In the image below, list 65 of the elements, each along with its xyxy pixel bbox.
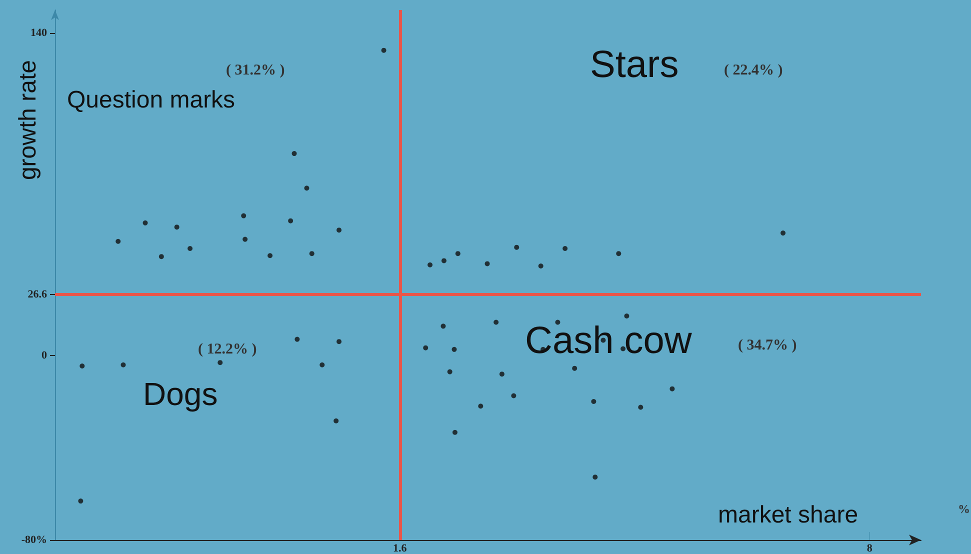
x-tick-label: 8 <box>866 542 873 554</box>
point <box>288 218 294 224</box>
point <box>511 393 516 398</box>
point <box>499 372 504 377</box>
point <box>670 386 675 392</box>
point <box>334 418 339 424</box>
point <box>241 213 246 218</box>
y-tick-label: -80% <box>21 534 47 546</box>
annotation: Cash cow <box>525 320 692 362</box>
point <box>452 430 458 435</box>
point <box>452 346 457 352</box>
point <box>336 339 342 344</box>
annotation: ( 31.2% ) <box>226 62 285 78</box>
point <box>484 261 490 266</box>
point <box>592 474 598 480</box>
point <box>423 345 428 350</box>
annotation: Dogs <box>143 376 218 412</box>
point <box>320 362 325 368</box>
y-tick-label: 140 <box>30 27 48 40</box>
point <box>562 246 568 251</box>
annotation: Stars <box>590 44 679 86</box>
point <box>336 228 342 233</box>
point <box>309 251 314 256</box>
point <box>242 236 248 242</box>
point <box>441 258 446 264</box>
point <box>218 360 223 366</box>
point <box>620 346 626 352</box>
point <box>455 251 460 256</box>
annotation: ( 12.2% ) <box>198 342 257 358</box>
y-tick-label: 26.6 <box>28 288 48 300</box>
point <box>304 186 310 191</box>
point <box>381 48 386 53</box>
point <box>78 498 84 504</box>
point <box>555 320 560 325</box>
point <box>780 230 786 236</box>
point <box>440 324 446 329</box>
point <box>494 320 499 325</box>
point <box>538 264 544 269</box>
y-axis-title: growth rate <box>14 60 42 180</box>
point <box>447 369 452 374</box>
point <box>142 220 148 226</box>
annotation: ( 22.4% ) <box>724 62 783 78</box>
x-tick-label: 1.6 <box>393 542 408 554</box>
point <box>514 244 520 250</box>
point <box>80 364 85 369</box>
annotation: ( 34.7% ) <box>738 338 797 354</box>
point <box>268 253 273 258</box>
y-tick-label: 0 <box>42 350 48 362</box>
point <box>638 404 644 410</box>
point <box>428 262 433 268</box>
point <box>591 399 596 404</box>
text: % <box>958 502 970 516</box>
point <box>624 314 630 319</box>
point <box>174 224 180 230</box>
point <box>572 366 578 371</box>
point <box>294 336 300 342</box>
x-axis-title: market share <box>718 502 858 528</box>
annotation: Question marks <box>67 86 236 114</box>
point <box>616 251 622 256</box>
point <box>116 238 121 244</box>
point <box>120 362 126 368</box>
point <box>188 246 193 251</box>
point <box>158 254 164 260</box>
point <box>478 404 484 409</box>
point <box>292 151 297 156</box>
